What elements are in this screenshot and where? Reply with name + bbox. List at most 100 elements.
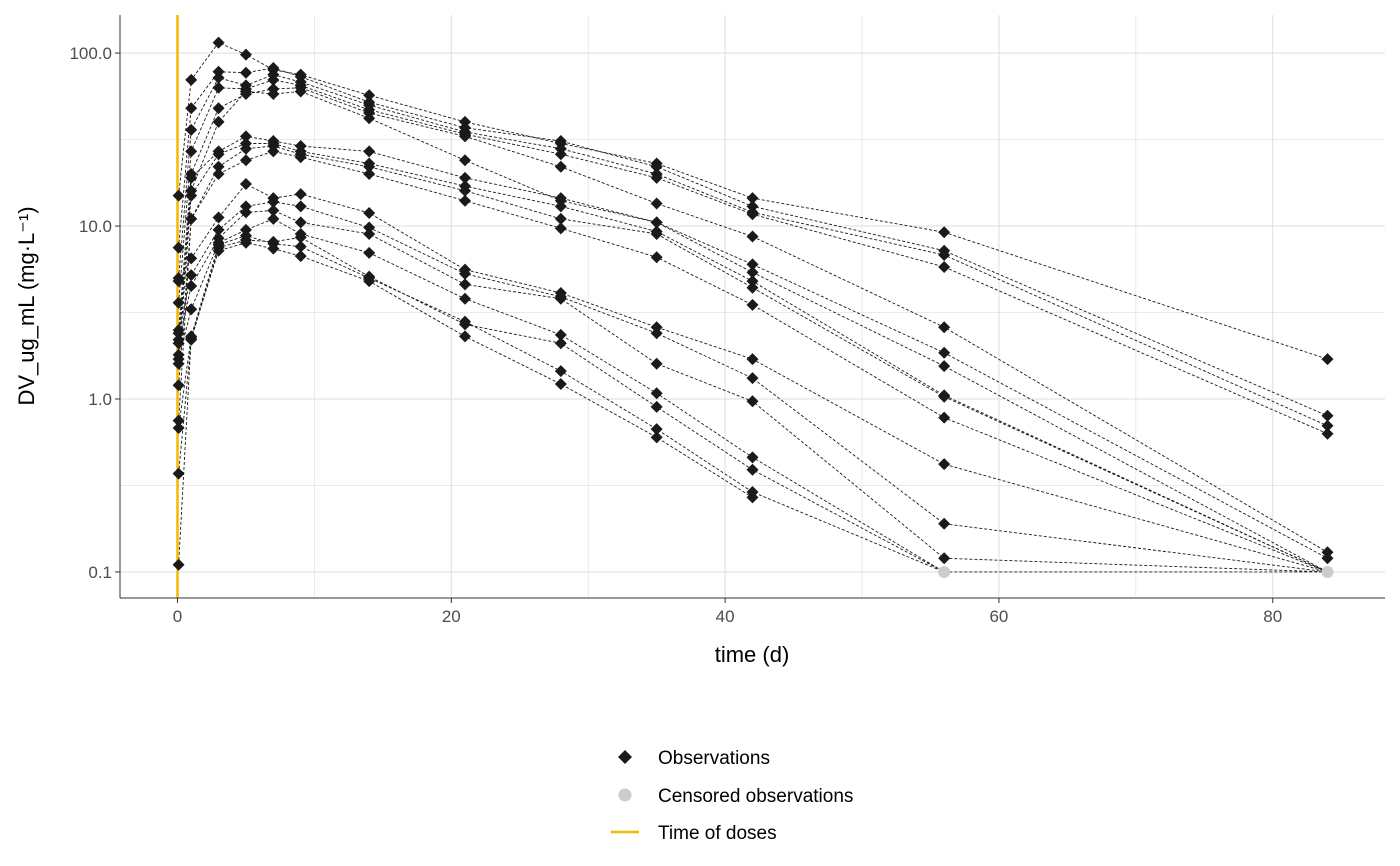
observation-point: [185, 123, 198, 136]
observation-point: [650, 227, 663, 240]
observation-point: [363, 206, 376, 219]
observation-point: [363, 246, 376, 259]
observation-point: [363, 275, 376, 288]
observation-point: [459, 267, 471, 280]
observation-point: [459, 130, 471, 143]
observation-point: [212, 238, 225, 251]
observation-point: [746, 281, 759, 294]
observation-point: [267, 73, 280, 86]
observation-point: [459, 171, 471, 184]
observation-point: [172, 275, 185, 288]
observation-point: [212, 71, 225, 84]
censored-point: [938, 565, 951, 578]
svg-text:Observations: Observations: [658, 748, 770, 769]
observation-point: [267, 242, 280, 255]
observation-point: [212, 36, 225, 49]
observation-point: [650, 216, 663, 229]
legend-item-observations: Observations: [618, 748, 770, 769]
legend-item-doses: Time of doses: [611, 823, 777, 844]
observation-point: [1321, 546, 1334, 559]
observation-point: [459, 184, 471, 197]
observation-point: [185, 73, 198, 86]
observation-point: [650, 197, 663, 210]
observation-point: [746, 275, 759, 288]
series-line-5: [178, 87, 1328, 553]
observation-point: [650, 251, 663, 264]
x-tick-label: 60: [989, 607, 1008, 626]
observation-point: [746, 463, 759, 476]
x-axis-title: time (d): [715, 642, 790, 667]
observation-point: [294, 85, 307, 98]
y-tick-label: 10.0: [79, 217, 112, 236]
observation-point: [1321, 409, 1334, 422]
observation-point: [267, 87, 280, 100]
observation-point: [746, 491, 759, 504]
observation-point: [363, 221, 376, 234]
observation-point: [650, 357, 663, 370]
observation-point: [1321, 353, 1334, 366]
x-tick-label: 20: [442, 607, 461, 626]
observation-point: [185, 252, 198, 265]
observation-point: [267, 212, 280, 225]
observation-point: [650, 400, 663, 413]
grid: [120, 15, 1385, 598]
observation-point: [239, 130, 252, 143]
observation-point: [554, 212, 567, 225]
x-tick-label: 80: [1263, 607, 1282, 626]
svg-text:Time of doses: Time of doses: [658, 823, 777, 844]
observation-point: [239, 48, 252, 61]
observation-point: [172, 421, 185, 434]
observation-point: [212, 148, 225, 161]
observation-point: [294, 200, 307, 213]
observation-point: [239, 85, 252, 98]
observation-point: [172, 327, 185, 340]
observation-point: [239, 154, 252, 167]
observation-point: [185, 102, 198, 115]
observation-point: [459, 315, 471, 328]
observation-point: [185, 303, 198, 316]
observation-point: [650, 387, 663, 400]
observation-point: [746, 372, 759, 385]
observation-point: [294, 231, 307, 244]
observation-point: [938, 346, 951, 359]
observation-point: [554, 365, 567, 378]
observation-point: [212, 223, 225, 236]
observation-point: [294, 240, 307, 253]
observation-point: [554, 192, 567, 205]
observation-point: [267, 61, 280, 74]
observation-point: [212, 81, 225, 94]
x-tick-label: 40: [716, 607, 735, 626]
observation-point: [554, 222, 567, 235]
observation-point: [746, 353, 759, 366]
observation-point: [363, 227, 376, 240]
observation-point: [294, 151, 307, 164]
observation-point: [239, 206, 252, 219]
y-axis-title: DV_ug_mL (mg·L⁻¹): [14, 206, 39, 405]
observation-point: [267, 195, 280, 208]
observation-point: [650, 423, 663, 436]
observation-point: [185, 212, 198, 225]
legend-item-censored: Censored observations: [618, 786, 853, 807]
observation-point: [239, 200, 252, 213]
observation-point: [294, 188, 307, 201]
observation-point: [938, 321, 951, 334]
observation-point: [363, 145, 376, 158]
observation-point: [554, 292, 567, 305]
observation-point: [459, 194, 471, 207]
observation-point: [363, 112, 376, 125]
series-line-17: [178, 242, 753, 565]
observation-point: [363, 160, 376, 173]
observation-point: [554, 135, 567, 148]
observation-point: [554, 148, 567, 161]
y-tick-label: 0.1: [88, 563, 112, 582]
observation-point: [938, 517, 951, 530]
observation-point: [938, 390, 951, 403]
y-tick-label: 100.0: [69, 44, 112, 63]
observation-point: [459, 292, 471, 305]
observation-point: [938, 360, 951, 373]
observation-point: [650, 171, 663, 184]
observation-point: [212, 65, 225, 78]
legend: Observations Censored observations Time …: [611, 748, 853, 844]
observation-point: [172, 467, 185, 480]
observation-point: [938, 552, 951, 565]
